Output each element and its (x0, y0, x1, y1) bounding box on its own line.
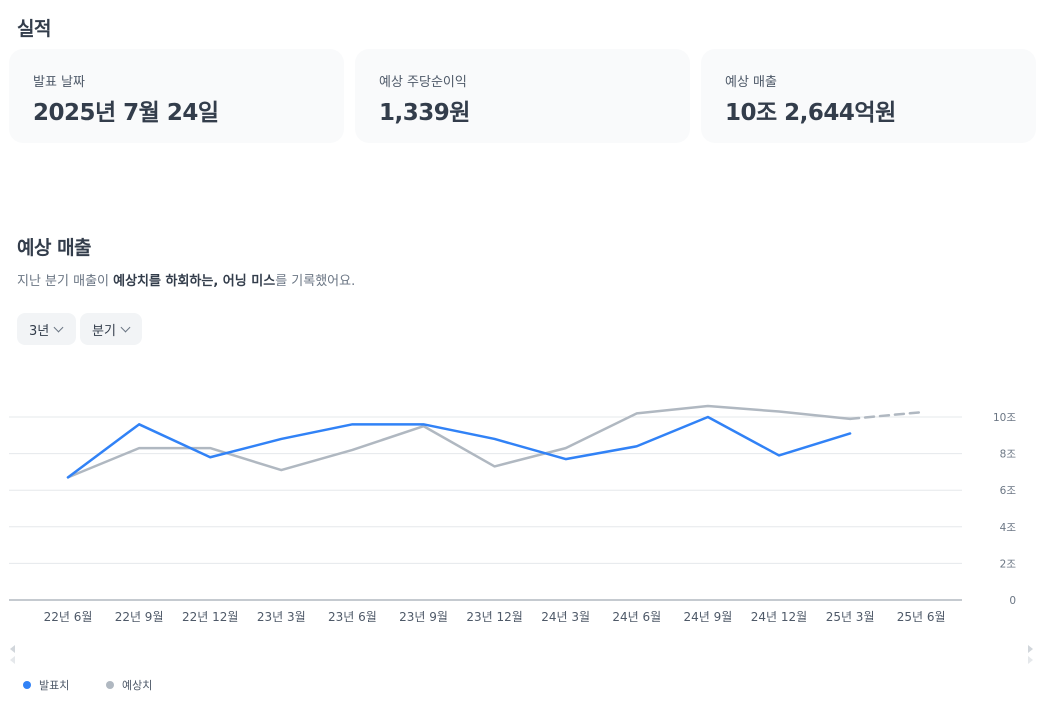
x-tick-label: 23년 3월 (257, 610, 306, 624)
estimate-dot-icon (106, 681, 114, 689)
period-dropdown-label: 3년 (29, 323, 50, 339)
announcement-date-card: 발표 날짜 2025년 7월 24일 (9, 49, 344, 143)
y-tick-label: 2조 (1000, 558, 1017, 570)
expected-revenue-value: 10조 2,644억원 (725, 100, 896, 126)
y-tick-label: 6조 (1000, 485, 1017, 497)
x-tick-label: 23년 9월 (399, 610, 448, 624)
x-tick-label: 24년 6월 (612, 610, 661, 624)
x-tick-label: 24년 3월 (541, 610, 590, 624)
reported-series-line (66, 415, 852, 479)
results-title: 실적 (17, 18, 51, 40)
y-tick-label: 4조 (1000, 522, 1017, 534)
expected-eps-value: 1,339원 (379, 100, 470, 126)
revenue-description: 지난 분기 매출이 예상치를 하회하는, 어닝 미스를 기록했어요. (17, 270, 355, 289)
expected-revenue-card: 예상 매출 10조 2,644억원 (701, 49, 1036, 143)
scroll-left-arrow[interactable] (10, 645, 15, 653)
chevron-down-icon (120, 322, 131, 332)
description-highlight-2: 어닝 미스 (218, 274, 276, 289)
chevron-down-icon (53, 322, 64, 332)
x-tick-label: 22년 12월 (182, 610, 238, 624)
revenue-line-chart: 0 2조 4조 6조 8조 10조 22년 6월 22년 9월 22년 12월 23년 3월 23년… (9, 404, 1017, 624)
legend-item-estimate: 예상치 (106, 677, 152, 693)
x-tick-label: 23년 12월 (466, 610, 522, 624)
scroll-left-arrow-secondary[interactable] (10, 656, 15, 664)
legend-estimate-label: 예상치 (122, 679, 153, 692)
x-tick-label: 25년 6월 (897, 610, 946, 624)
y-tick-label: 0 (1009, 595, 1016, 607)
scroll-right-arrow[interactable] (1028, 645, 1033, 653)
estimate-projection-line (848, 410, 923, 421)
announcement-date-label: 발표 날짜 (33, 75, 85, 90)
expected-eps-label: 예상 주당순이익 (379, 75, 467, 90)
description-highlight-1: 예상치를 하회하는, (113, 274, 219, 289)
scroll-right-arrow-secondary[interactable] (1028, 656, 1033, 664)
x-tick-label: 23년 6월 (328, 610, 377, 624)
estimate-series-line (66, 404, 852, 479)
expected-revenue-label: 예상 매출 (725, 75, 777, 90)
description-text-2: 를 기록했어요. (275, 274, 356, 289)
reported-dot-icon (23, 681, 31, 689)
legend-item-reported: 발표치 (23, 677, 69, 693)
x-tick-label: 24년 12월 (751, 610, 807, 624)
description-text-1: 지난 분기 매출이 (17, 274, 114, 289)
revenue-section-title: 예상 매출 (17, 237, 92, 259)
expected-eps-card: 예상 주당순이익 1,339원 (355, 49, 690, 143)
y-tick-label: 10조 (993, 412, 1016, 424)
unit-dropdown[interactable]: 분기 (80, 313, 142, 345)
unit-dropdown-label: 분기 (92, 323, 116, 339)
x-tick-label: 25년 3월 (826, 610, 875, 624)
period-dropdown[interactable]: 3년 (17, 313, 76, 345)
announcement-date-value: 2025년 7월 24일 (33, 100, 219, 126)
x-tick-label: 22년 6월 (44, 610, 93, 624)
y-tick-label: 8조 (1000, 449, 1017, 461)
legend-reported-label: 발표치 (39, 679, 70, 692)
x-tick-label: 24년 9월 (683, 610, 732, 624)
x-tick-label: 22년 9월 (115, 610, 164, 624)
